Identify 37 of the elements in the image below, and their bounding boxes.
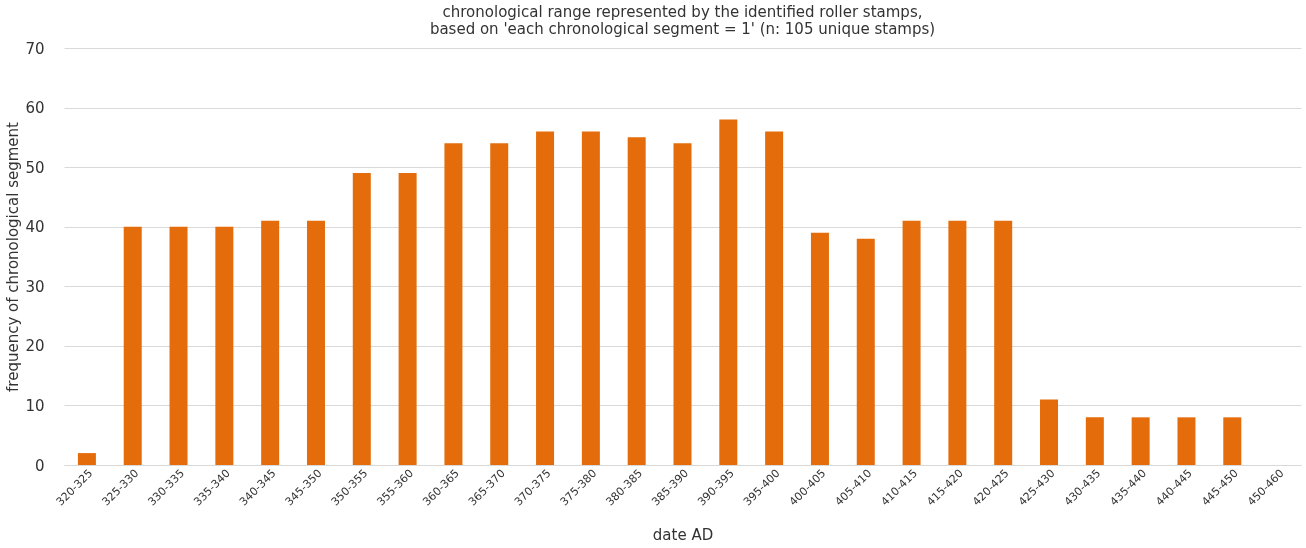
bar (581, 131, 600, 465)
bar (77, 453, 96, 465)
bar (306, 220, 325, 465)
bar (627, 137, 646, 465)
y-tick-label: 60 (25, 99, 45, 118)
bar (398, 173, 417, 465)
bar (1177, 417, 1196, 465)
bar (352, 173, 371, 465)
bar (1223, 417, 1242, 465)
bar (536, 131, 555, 465)
bar (948, 220, 967, 465)
chart-title: chronological range represented by the identified roller stamps, based on 'each chronological segment = 1' (n: 105 unique stamps) (429, 3, 936, 38)
x-axis-title: date AD (652, 525, 714, 544)
y-tick-label: 10 (25, 396, 45, 415)
y-tick-label: 50 (25, 158, 45, 177)
bar (123, 226, 142, 465)
bar (810, 232, 829, 465)
bar (902, 220, 921, 465)
y-tick-label: 30 (25, 277, 45, 296)
y-axis-title: frequency of chronological segment (4, 121, 23, 392)
bar (169, 226, 188, 465)
bar (1085, 417, 1104, 465)
bar (719, 119, 738, 465)
bar (765, 131, 784, 465)
bar (215, 226, 234, 465)
bar (856, 238, 875, 465)
y-tick-label: 0 (34, 456, 45, 475)
bar (1040, 399, 1059, 465)
bar (1131, 417, 1150, 465)
bar (490, 143, 509, 465)
bar (444, 143, 463, 465)
y-tick-label: 40 (25, 218, 45, 237)
bar (994, 220, 1013, 465)
y-tick-label: 70 (25, 39, 45, 58)
bar (261, 220, 280, 465)
y-tick-label: 20 (25, 337, 45, 356)
bar (673, 143, 692, 465)
